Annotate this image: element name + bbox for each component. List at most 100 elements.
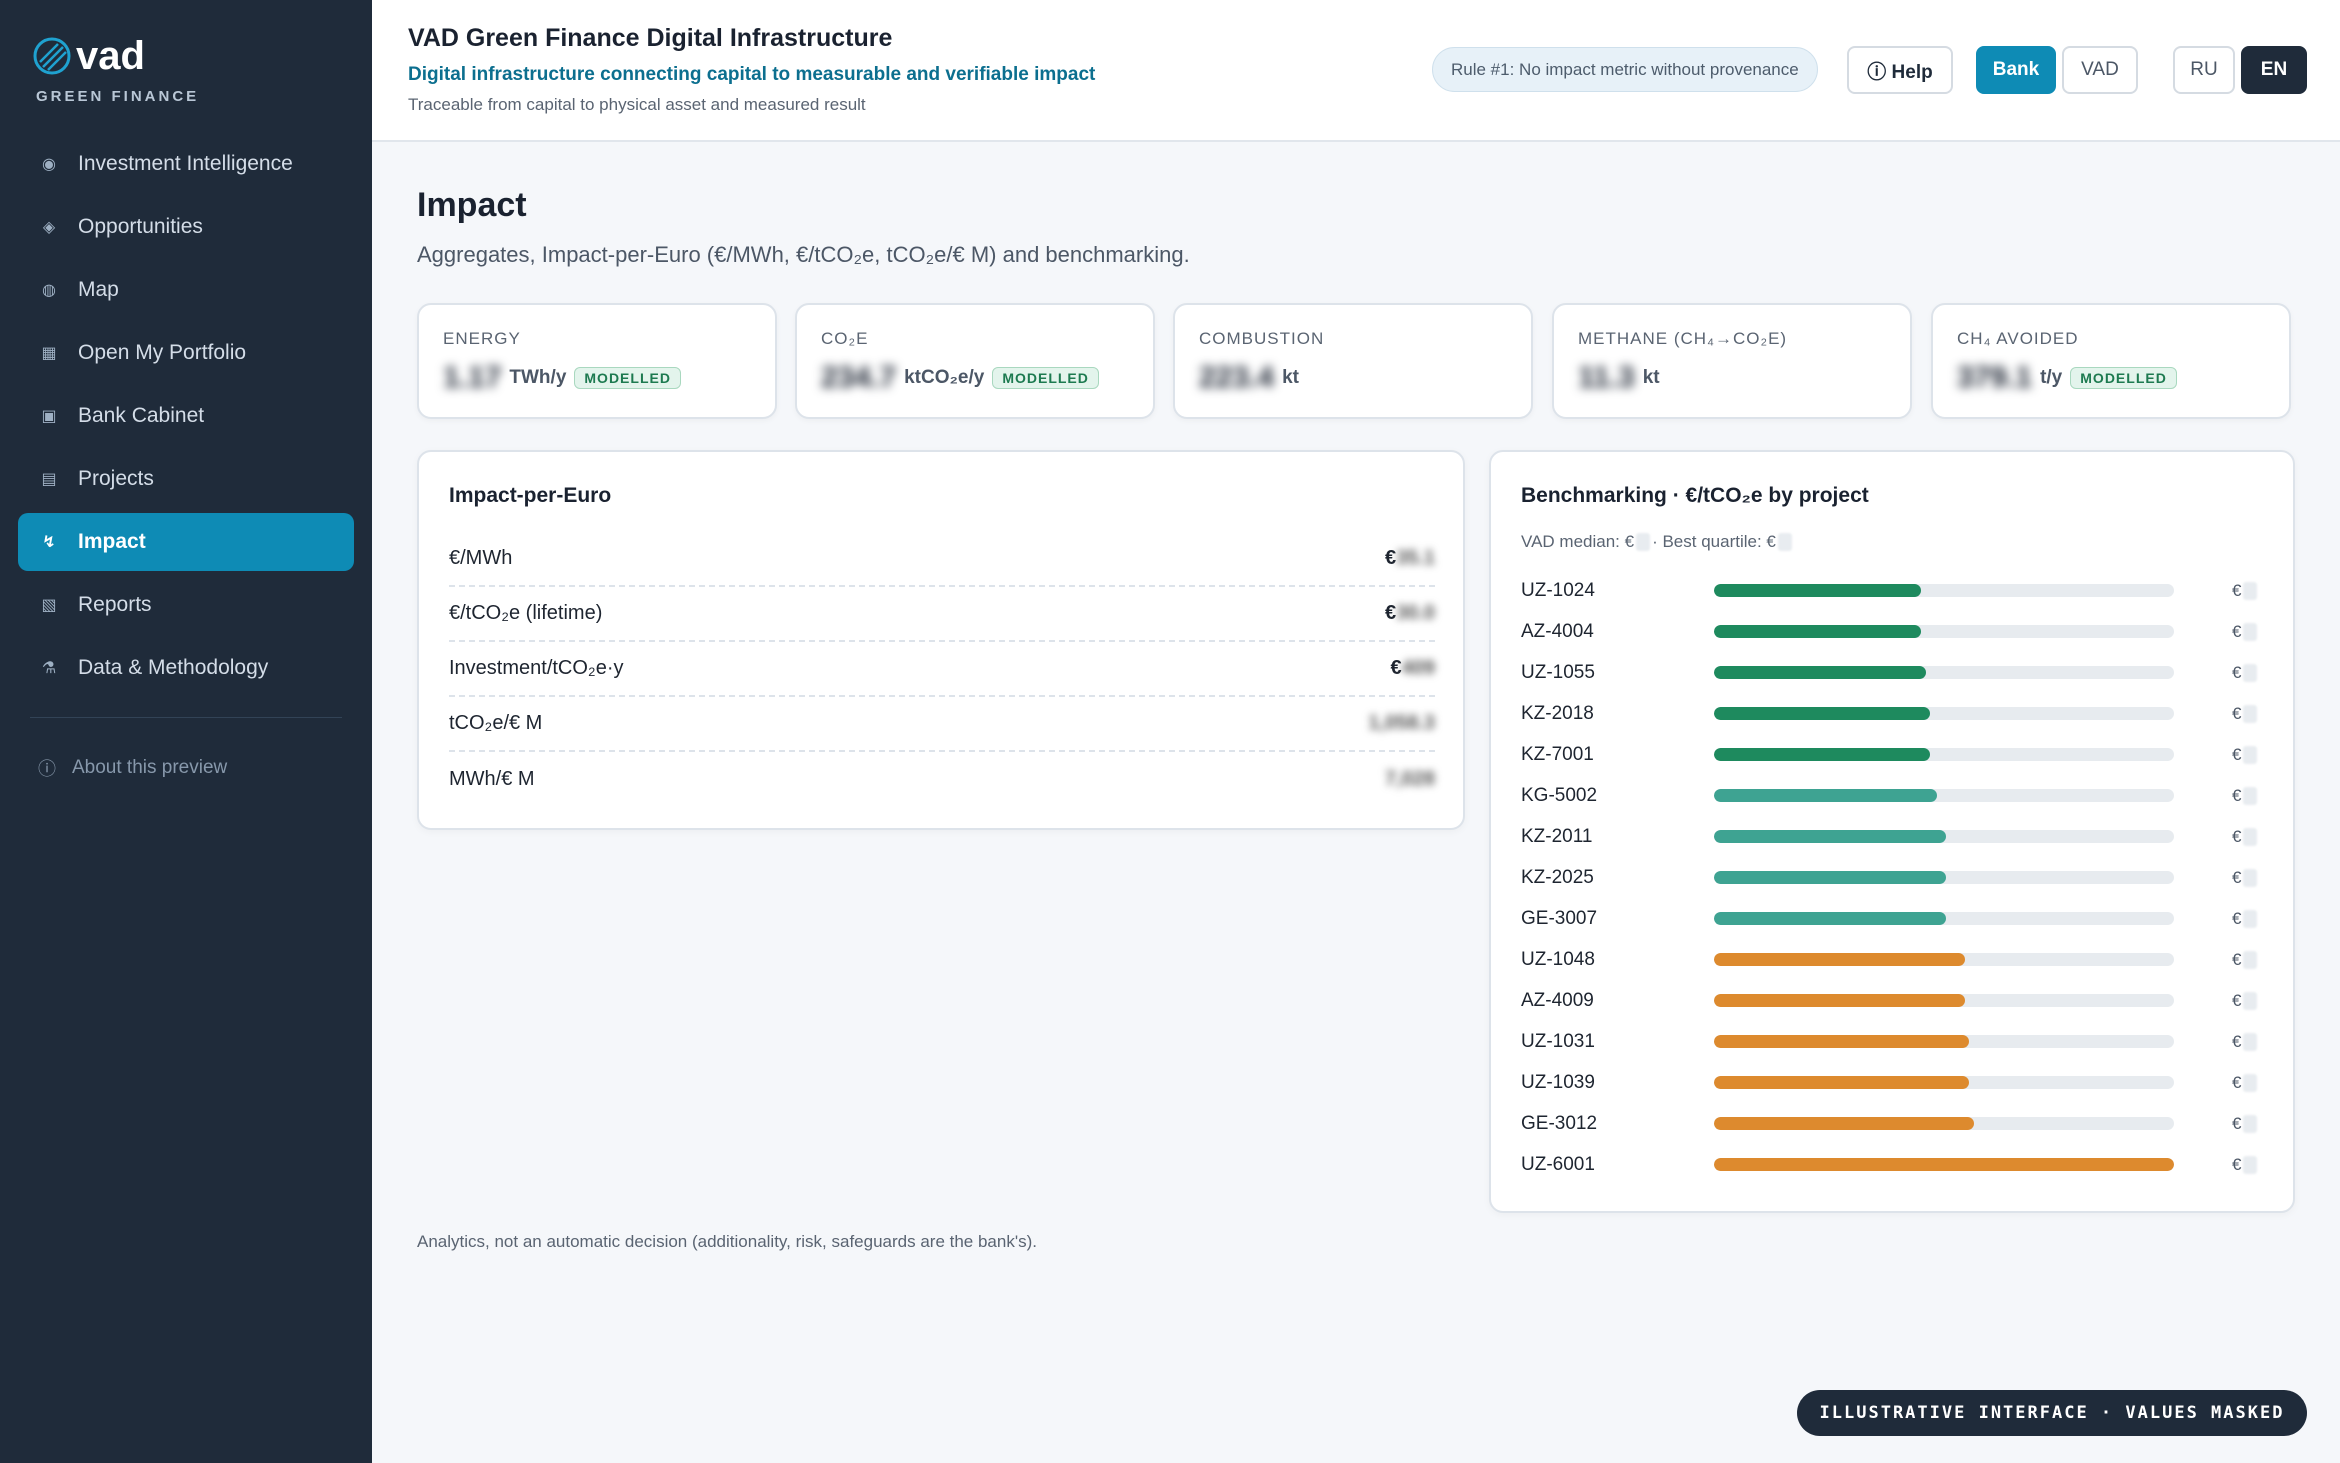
masked-value: 35.1 [1396,547,1435,569]
sidebar-item-map[interactable]: ◍ Map [18,261,354,319]
lang-en-button[interactable]: EN [2241,46,2307,94]
project-id: UZ-1055 [1521,661,1595,683]
currency-symbol: € [2232,1113,2242,1133]
kpi-card: CO₂E 234.7 ktCO₂e/y MODELLED [795,303,1155,419]
benchmark-bar [1714,912,1947,925]
benchmark-bar [1714,1158,2174,1171]
project-id: KG-5002 [1521,784,1598,806]
sidebar-nav: ◉ Investment Intelligence ◈ Opportunities ◍ M… [18,135,354,702]
sidebar-item-opportunities[interactable]: ◈ Opportunities [18,198,354,256]
page-title: Impact [417,186,527,224]
sidebar: vad GREEN FINANCE ◉ Investment Intelligen… [0,0,372,1463]
app-subtitle: Digital infrastructure connecting capita… [408,64,1096,85]
benchmark-row: KZ-2011 € [1521,816,2269,857]
kpi-value: 379.1 [1957,361,2033,394]
kpi-unit: TWh/y [509,367,567,388]
metric-row: tCO₂e/€ M 1,058.3 [449,697,1435,752]
benchmark-value: € [2232,622,2259,642]
benchmark-bar-track [1714,871,2174,884]
benchmark-value: € [2232,868,2259,888]
sidebar-item-investment-intelligence[interactable]: ◉ Investment Intelligence [18,135,354,193]
benchmark-bar-track [1714,666,2174,679]
sidebar-item-open-my-portfolio[interactable]: ▦ Open My Portfolio [18,324,354,382]
project-id: KZ-2025 [1521,866,1594,888]
metric-value: €30.0 [1385,602,1435,625]
kpi-card: METHANE (CH₄→CO₂E) 11.3 kt [1552,303,1912,419]
lang-ru-button[interactable]: RU [2173,46,2235,94]
kpi-value: 234.7 [821,361,897,394]
sidebar-item-bank-cabinet[interactable]: ▣ Bank Cabinet [18,387,354,445]
kpi-value: 1.17 [443,361,502,394]
target-icon: ◉ [42,156,56,173]
currency-symbol: € [2232,1154,2242,1174]
bank-view-button[interactable]: Bank [1976,46,2056,94]
sidebar-item-label: Reports [78,593,152,616]
benchmark-value: € [2232,827,2259,847]
globe-icon: ◍ [42,282,56,299]
brand-logo[interactable]: vad [32,36,145,76]
kpi-card: CH₄ AVOIDED 379.1 t/y MODELLED [1931,303,2291,419]
benchmarking-card: Benchmarking · €/tCO₂e by project VAD me… [1489,450,2295,1213]
kpi-label: ENERGY [443,329,521,348]
masked-value [2243,1114,2258,1133]
benchmark-bar-track [1714,1158,2174,1171]
benchmark-row: KZ-7001 € [1521,734,2269,775]
currency-symbol: € [2232,1031,2242,1051]
benchmark-row: UZ-6001 € [1521,1144,2269,1185]
app-title: VAD Green Finance Digital Infrastructure [408,24,893,52]
sidebar-divider [30,717,342,718]
grid-icon: ▦ [41,345,57,362]
metric-label: MWh/€ M [449,768,535,790]
sidebar-item-projects[interactable]: ▤ Projects [18,450,354,508]
sidebar-item-data-methodology[interactable]: ⚗ Data & Methodology [18,639,354,697]
masked-value [2243,827,2258,846]
sidebar-item-label: Data & Methodology [78,656,269,679]
benchmark-bar-track [1714,1076,2174,1089]
diamond-icon: ◈ [42,219,56,236]
benchmark-list: UZ-1024 € AZ-4004 € UZ-1055 € KZ-2018 € KZ-7001 €… [1521,570,2269,1185]
masked-value [1777,533,1792,551]
benchmark-bar [1714,953,1965,966]
project-id: KZ-2018 [1521,702,1594,724]
benchmark-bar-track [1714,584,2174,597]
currency-symbol: € [2232,703,2242,723]
masked-value: 1,058.3 [1368,712,1435,734]
masked-value: 409 [1401,657,1435,679]
benchmark-bar [1714,994,1965,1007]
currency-symbol: € [2232,949,2242,969]
sidebar-item-impact[interactable]: ↯ Impact [18,513,354,571]
benchmark-value: € [2232,581,2259,601]
benchmark-bar-track [1714,953,2174,966]
impact-per-euro-title: Impact-per-Euro [449,484,612,507]
metric-value: €409 [1391,657,1436,680]
about-preview-link[interactable]: ⓘ About this preview [38,755,227,781]
masked-value [1636,533,1651,551]
kpi-card: ENERGY 1.17 TWh/y MODELLED [417,303,777,419]
vad-view-button[interactable]: VAD [2062,46,2138,94]
kpi-label: METHANE (CH₄→CO₂E) [1578,329,1788,348]
benchmark-row: UZ-1048 € [1521,939,2269,980]
project-id: GE-3012 [1521,1112,1598,1134]
currency-symbol: € [2232,580,2242,600]
currency-symbol: € [2232,621,2242,641]
kpi-card: COMBUSTION 223.4 kt [1173,303,1533,419]
benchmark-bar [1714,789,1938,802]
masked-values-banner: ILLUSTRATIVE INTERFACE · VALUES MASKED [1797,1390,2307,1436]
metric-row: €/tCO₂e (lifetime) €30.0 [449,587,1435,642]
masked-value [2243,786,2258,805]
sidebar-item-label: Investment Intelligence [78,152,293,175]
impact-per-euro-card: Impact-per-Euro €/MWh €35.1 €/tCO₂e (lifet… [417,450,1465,830]
benchmark-bar [1714,584,1921,597]
modelled-badge: MODELLED [992,367,1099,389]
sidebar-item-label: Map [78,278,119,301]
sidebar-item-reports[interactable]: ▧ Reports [18,576,354,634]
benchmark-bar [1714,830,1947,843]
benchmark-row: UZ-1031 € [1521,1021,2269,1062]
metric-label: €/tCO₂e (lifetime) [449,602,603,624]
help-button[interactable]: ⓘ Help [1847,46,1953,94]
modelled-badge: MODELLED [574,367,681,389]
benchmark-summary: VAD median: € · Best quartile: € [1521,532,1794,552]
kpi-value-row: 379.1 t/y MODELLED [1957,361,2177,395]
project-id: AZ-4004 [1521,620,1594,642]
info-icon: ⓘ [38,759,56,779]
